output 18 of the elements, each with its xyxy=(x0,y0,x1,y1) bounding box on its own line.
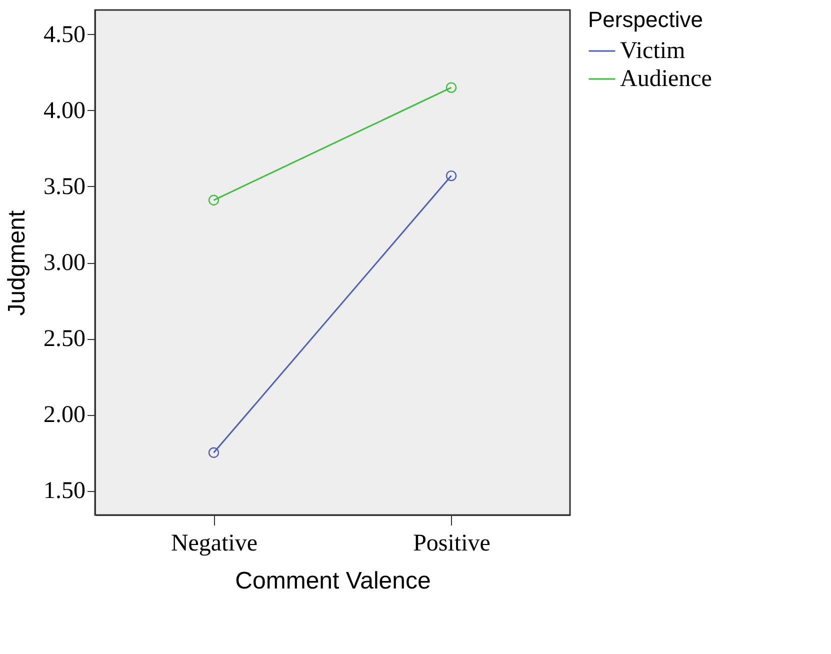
y-tick-label: 4.50 xyxy=(44,22,86,48)
legend-label: Victim xyxy=(620,38,686,64)
y-tick-label: 4.00 xyxy=(44,98,86,124)
point xyxy=(208,447,220,458)
legend-title: Perspective xyxy=(588,7,703,32)
y-tick-label: 2.00 xyxy=(44,402,86,428)
x-tick-label: Negative xyxy=(170,530,258,556)
y-tick-label: 1.50 xyxy=(44,478,86,504)
y-tick-label: 3.50 xyxy=(44,174,86,200)
legend-label: Audience xyxy=(620,66,712,92)
point xyxy=(208,194,220,206)
y-tick-label: 2.50 xyxy=(44,326,86,352)
point xyxy=(446,170,457,182)
y-tick-label: 3.00 xyxy=(44,250,86,276)
point xyxy=(446,82,457,93)
y-axis-title: Judgment xyxy=(4,210,30,316)
x-tick-label: Positive xyxy=(413,530,490,556)
x-axis-title: Comment Valence xyxy=(235,568,431,594)
